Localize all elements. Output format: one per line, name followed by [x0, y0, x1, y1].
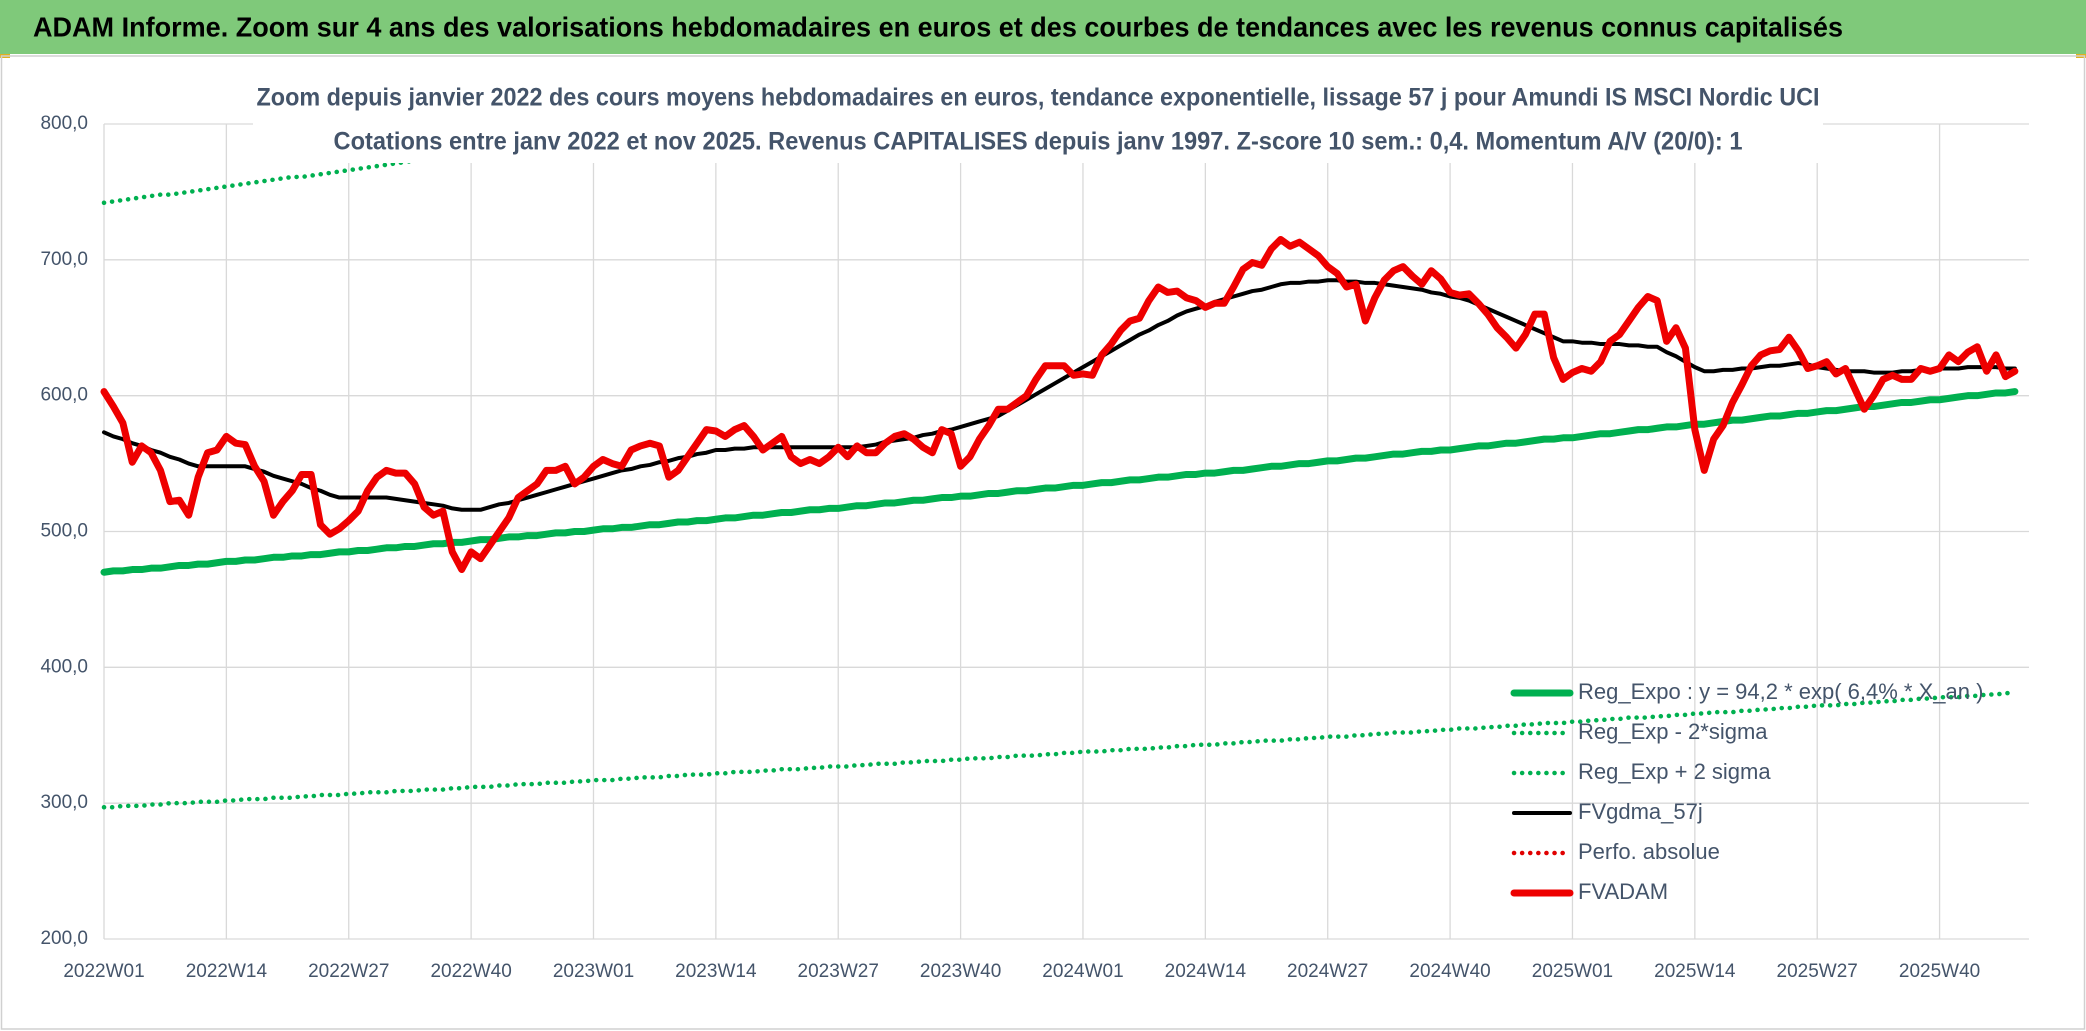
y-tick-label: 700,0	[40, 249, 88, 270]
x-tick-label: 2022W14	[186, 961, 268, 982]
series-line	[102, 278, 2017, 512]
legend-label: Reg_Exp + 2 sigma	[1578, 759, 1771, 784]
x-tick-label: 2023W14	[675, 961, 757, 982]
series-line	[100, 235, 2019, 574]
legend-label: Reg_Exp - 2*sigma	[1578, 719, 1768, 744]
x-tick-label: 2022W27	[308, 961, 389, 982]
legend-label: Perfo. absolue	[1578, 839, 1720, 864]
series-line	[101, 690, 2018, 810]
x-tick-label: 2024W27	[1287, 961, 1368, 982]
x-tick-label: 2025W27	[1777, 961, 1858, 982]
subtitle-background	[253, 77, 1823, 163]
x-tick-label: 2025W40	[1899, 961, 1980, 982]
chart-subtitle: Cotations entre janv 2022 et nov 2025. R…	[334, 128, 1743, 156]
grid: 200,0 300,0 400,0 500,0 600,0 700,0 800,0 2022W…	[40, 113, 2029, 982]
legend: Reg_Expo : y = 94,2 * exp( 6,4% * X_an )…	[1510, 679, 1983, 904]
header-title: ADAM Informe. Zoom sur 4 ans des valoris…	[33, 11, 1843, 42]
x-tick-label: 2025W14	[1654, 961, 1736, 982]
x-tick-label: 2022W40	[430, 961, 511, 982]
header-bar	[0, 0, 2086, 54]
legend-label: FVADAM	[1578, 879, 1668, 904]
x-tick-label: 2024W01	[1042, 961, 1123, 982]
y-tick-label: 200,0	[40, 928, 88, 949]
y-tick-label: 300,0	[40, 792, 88, 813]
plot-area	[100, 120, 2019, 810]
chart-frame	[0, 55, 2086, 1030]
x-tick-label: 2025W01	[1532, 961, 1613, 982]
x-tick-label: 2024W14	[1165, 961, 1247, 982]
x-tick-label: 2023W27	[798, 961, 879, 982]
chart-subtitle: Zoom depuis janvier 2022 des cours moyen…	[257, 84, 1820, 112]
x-tick-label: 2024W40	[1409, 961, 1490, 982]
legend-label: Reg_Expo : y = 94,2 * exp( 6,4% * X_an )	[1578, 679, 1983, 704]
x-tick-label: 2023W40	[920, 961, 1001, 982]
y-tick-label: 500,0	[40, 521, 88, 542]
x-tick-label: 2023W01	[553, 961, 634, 982]
y-tick-label: 600,0	[40, 385, 88, 406]
y-tick-label: 400,0	[40, 656, 88, 677]
legend-label: FVgdma_57j	[1578, 799, 1703, 824]
y-tick-label: 800,0	[40, 113, 88, 134]
x-tick-label: 2022W01	[63, 961, 144, 982]
